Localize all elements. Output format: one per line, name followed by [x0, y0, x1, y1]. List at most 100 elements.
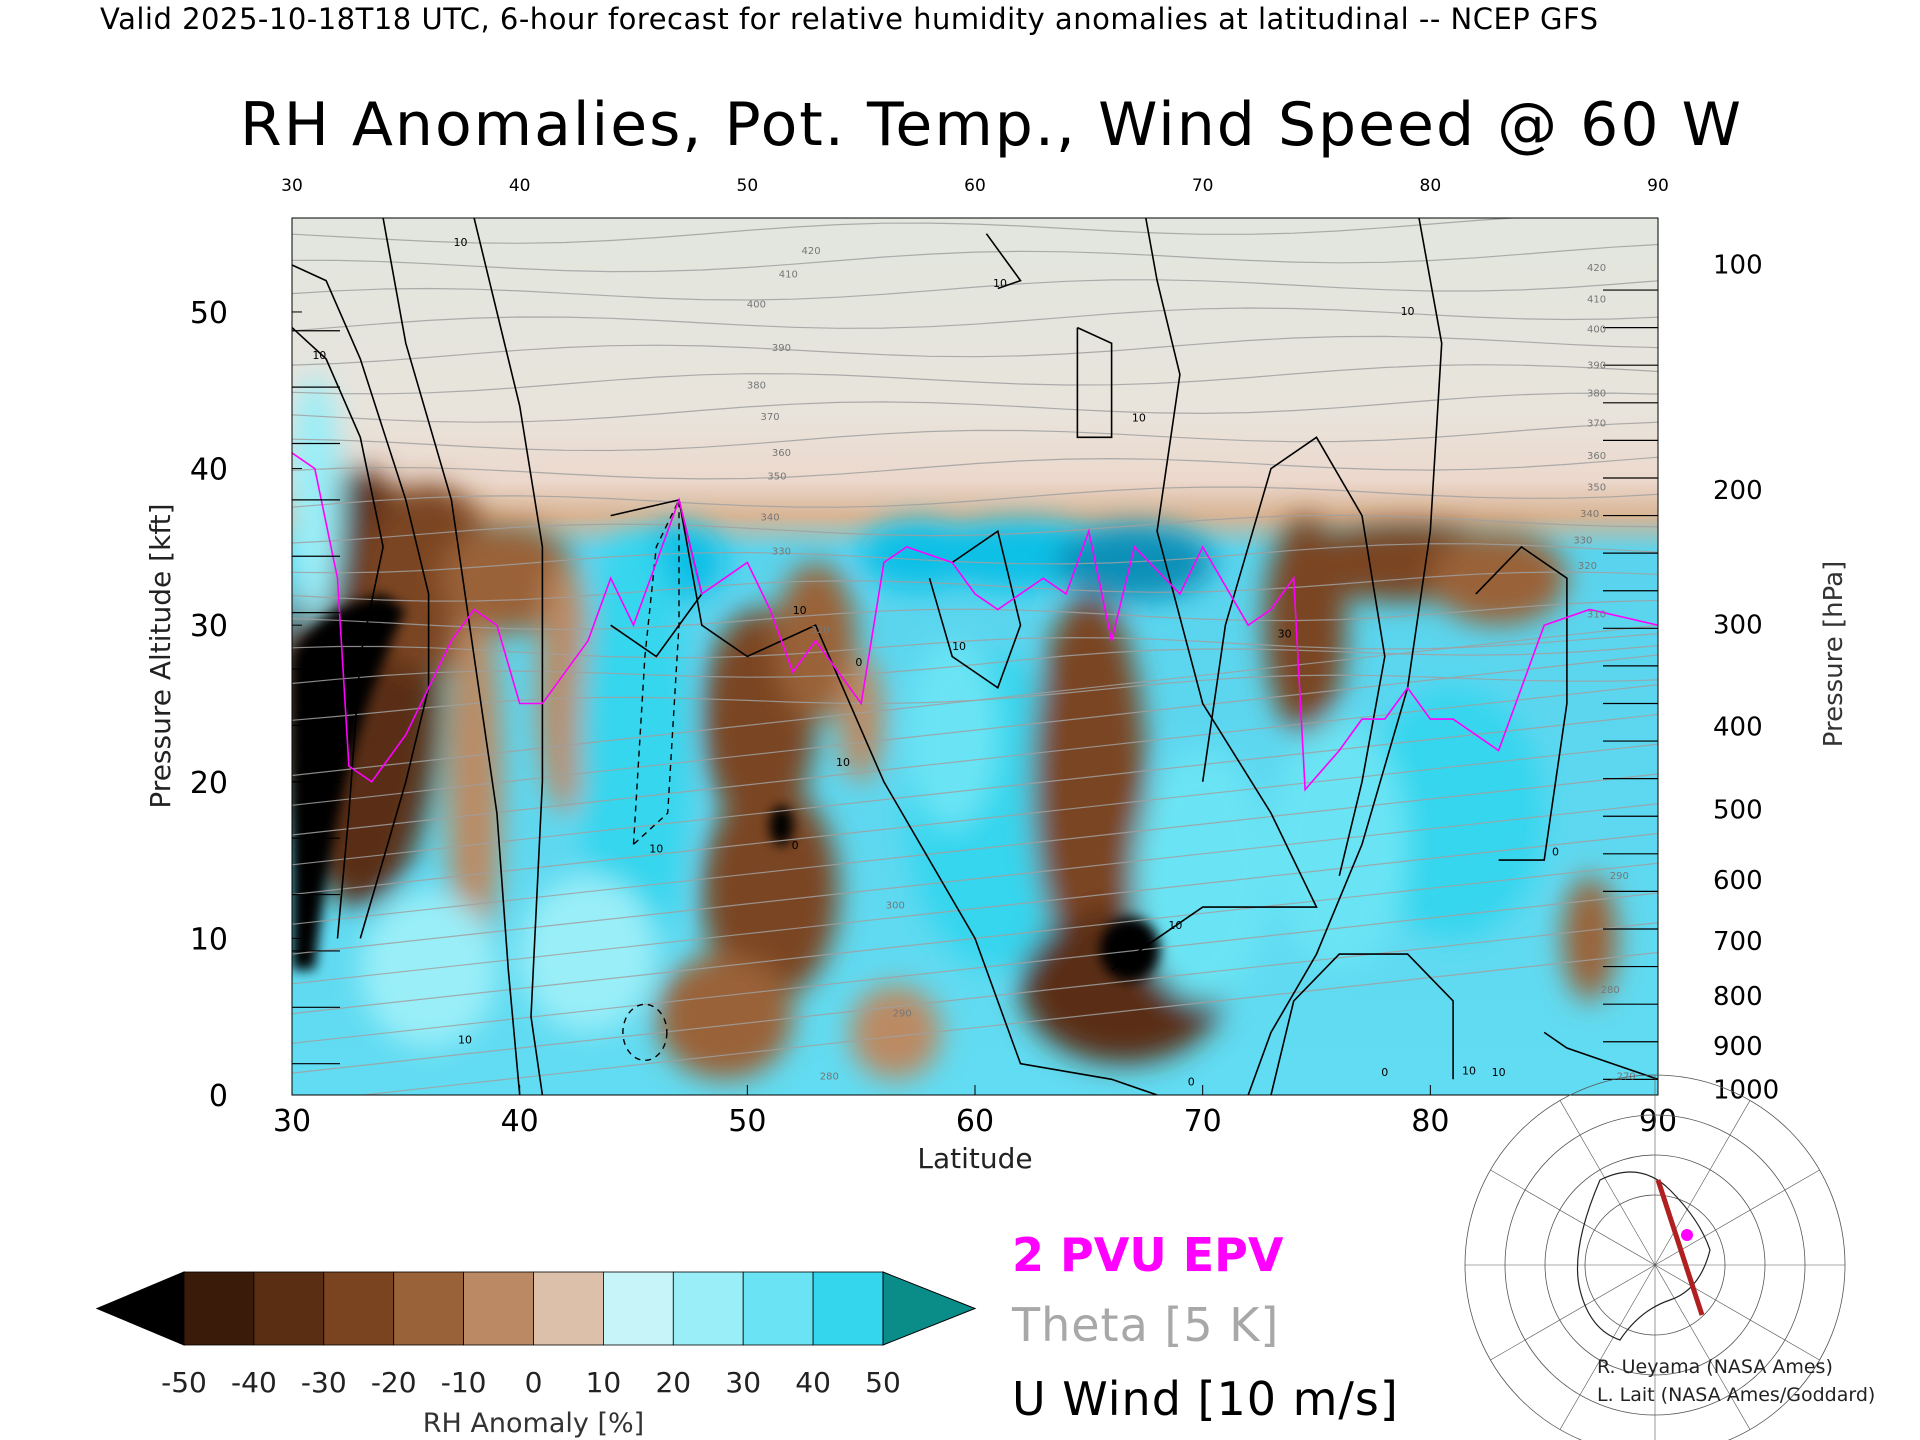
u-wind-label-6: 10: [952, 640, 966, 653]
u-wind-contours: [292, 218, 1658, 1095]
inset-map: [1464, 1074, 1846, 1440]
theta-label-8: 340: [761, 512, 780, 523]
theta-line-18: [292, 514, 1658, 544]
theta-label-19: 370: [1587, 418, 1606, 429]
theta-line-8: [292, 713, 1658, 866]
theta-line-28: [292, 218, 1522, 244]
x-tick-label-2: 50: [728, 1104, 766, 1139]
y-right-tick-label-6: 700: [1713, 927, 1763, 957]
rh-blob-18: [906, 640, 998, 829]
theta-line-1: [292, 922, 1658, 1074]
colorbar-tick-10: 50: [865, 1366, 901, 1399]
colorbar-tick-0: -50: [161, 1366, 207, 1399]
colorbar-segment-8: [742, 1271, 814, 1346]
x-top-tick-label-2: 50: [737, 176, 759, 196]
u-wind-label-16: 10: [1492, 1066, 1506, 1079]
plot-area: 4204104003903803703603503403303203002902…: [292, 218, 1658, 1095]
forecast-valid-header: Valid 2025-10-18T18 UTC, 6-hour forecast…: [100, 2, 1599, 36]
x-tick-label-5: 80: [1411, 1104, 1449, 1139]
colorbar-segment-5: [533, 1271, 604, 1346]
colorbar-segment-2: [323, 1271, 395, 1346]
y-left-tick-label-1: 10: [190, 922, 228, 957]
rh-core-66n: [1099, 917, 1160, 982]
u-wind-line-5: [678, 499, 1158, 1095]
theta-label-9: 330: [772, 547, 791, 558]
theta-line-21: [292, 421, 1658, 452]
rh-blob-14: [1054, 524, 1215, 601]
u-wind-label-11: 0: [1552, 845, 1559, 858]
u-wind-negative-line: [632, 499, 680, 845]
theta-label-17: 390: [1587, 360, 1606, 371]
theta-line-20: [292, 456, 1658, 480]
inset-section-line: [1655, 1179, 1705, 1316]
theta-label-3: 390: [772, 343, 791, 354]
theta-line-22: [292, 392, 1658, 423]
y-left-tick-label-5: 50: [190, 296, 228, 331]
theta-label-13: 280: [820, 1071, 839, 1082]
u-wind-label-18: 0: [1188, 1076, 1195, 1089]
colorbar-segment-7: [672, 1271, 744, 1346]
inset-meridian-2: [1654, 1264, 1751, 1430]
theta-line-6: [292, 773, 1658, 925]
y-right-tick-label-4: 500: [1713, 795, 1763, 825]
theta-line-7: [292, 743, 1658, 896]
theta-label-15: 410: [1587, 295, 1606, 306]
u-wind-line-7: [1076, 326, 1113, 439]
inset-bounds: [1557, 1165, 1757, 1320]
legend-epv: 2 PVU EPV: [1012, 1228, 1284, 1282]
theta-line-15: [292, 599, 1658, 631]
inset-meridian-5: [1490, 1264, 1656, 1361]
theta-line-9: [292, 684, 1658, 836]
credit-line-2: L. Lait (NASA Ames/Goddard): [1597, 1384, 1876, 1406]
theta-line-19: [292, 486, 1658, 508]
rh-anomaly-field: [292, 218, 1658, 1095]
contour-labels: 4204104003903803703603503403303203002902…: [312, 236, 1635, 1088]
rh-blob-22: [1430, 531, 1567, 626]
inset-location-dot: [1681, 1229, 1693, 1241]
colorbar-segment-4: [463, 1271, 534, 1346]
u-wind-line-0: [292, 264, 430, 939]
theta-label-23: 330: [1573, 536, 1592, 547]
colorbar-label: RH Anomaly [%]: [423, 1408, 644, 1439]
y-right-tick-label-8: 900: [1713, 1032, 1763, 1062]
colorbar: -50 -40 -30 -20 -10 0 10 20 30 40 50 RH Anomaly [%]: [95, 1271, 977, 1439]
y-right-tick-label-1: 200: [1713, 476, 1763, 506]
y-right-tick-label-5: 600: [1713, 866, 1763, 896]
u-wind-line-12: [1270, 953, 1454, 1095]
rh-blob-8: [701, 781, 839, 1002]
y-left-tick-label-0: 0: [209, 1079, 228, 1114]
colorbar-high-arrow: [882, 1271, 977, 1346]
colorbar-tick-9: 40: [795, 1366, 831, 1399]
theta-label-22: 340: [1580, 509, 1599, 520]
rh-blob-29: [360, 891, 497, 1049]
inset-coastline: [1576, 1171, 1711, 1341]
wind-barbs: [292, 289, 1658, 1080]
credit-line-1: R. Ueyama (NASA Ames): [1597, 1356, 1833, 1378]
x-tick-label-0: 30: [273, 1104, 311, 1139]
theta-line-27: [292, 243, 1658, 273]
theta-label-10: 320: [811, 625, 830, 636]
y-right-tick-label-9: 1000: [1713, 1076, 1779, 1106]
u-wind-line-2: [292, 327, 384, 939]
colorbar-low-arrow: [95, 1271, 185, 1346]
theta-label-6: 360: [772, 448, 791, 459]
u-wind-label-13: 10: [1168, 919, 1182, 932]
x-top-tick-label-0: 30: [281, 176, 303, 196]
colorbar-segment-6: [603, 1271, 674, 1346]
theta-line-13: [292, 645, 1658, 685]
rh-blob-27: [519, 875, 657, 1033]
u-wind-line-3: [473, 218, 544, 1095]
u-wind-label-10: 0: [792, 839, 799, 852]
u-wind-label-17: 0: [1381, 1066, 1388, 1079]
u-wind-label-15: 10: [1462, 1065, 1476, 1078]
u-wind-label-12: 30: [1278, 628, 1292, 641]
x-top-tick-label-1: 40: [509, 176, 531, 196]
theta-label-24: 320: [1578, 561, 1597, 572]
theta-label-27: 280: [1601, 985, 1620, 996]
theta-line-12: [292, 674, 1658, 721]
u-wind-label-14: 10: [458, 1033, 472, 1046]
u-wind-line-13: [1543, 1031, 1658, 1081]
theta-label-11: 300: [886, 901, 905, 912]
x-tick-label-1: 40: [501, 1104, 539, 1139]
y-left-tick-label-2: 20: [190, 766, 228, 801]
